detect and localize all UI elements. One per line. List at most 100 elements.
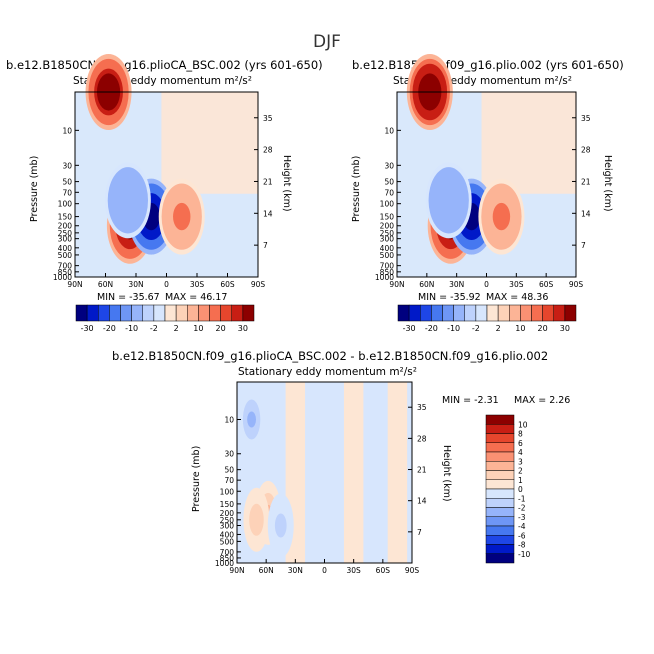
colorbar1-box bbox=[98, 304, 110, 322]
panel1-xtick-label: 0 bbox=[164, 280, 169, 289]
panel3-ytick-label: 1000 bbox=[215, 559, 234, 568]
panel3-ytick-label: 250 bbox=[220, 516, 235, 525]
panel2-xtick-label: 60N bbox=[419, 280, 434, 289]
panel2-ytick-label: 700 bbox=[380, 262, 395, 271]
panel2-ytick-label: 150 bbox=[380, 213, 395, 222]
colorbar1-box bbox=[198, 304, 210, 322]
colorbar3-label: -1 bbox=[518, 494, 526, 503]
colorbar3-label: 1 bbox=[518, 476, 523, 485]
colorbar2-label: -10 bbox=[447, 324, 460, 333]
colorbar3-label: 3 bbox=[518, 457, 523, 466]
panel2-ytick-label: 100 bbox=[380, 200, 395, 209]
panel3-ytick-label: 50 bbox=[224, 466, 234, 475]
colorbar3-box bbox=[485, 442, 515, 453]
panel2-rtick-label: 14 bbox=[581, 209, 591, 218]
panel1-xtick-label: 30S bbox=[190, 280, 205, 289]
panel1-plot bbox=[74, 54, 259, 278]
colorbar1-box bbox=[164, 304, 177, 322]
panel1-max: MAX = 46.17 bbox=[165, 292, 228, 303]
colorbar2-box bbox=[408, 304, 421, 322]
colorbar1-label: -20 bbox=[103, 324, 116, 333]
panel3-rtick-label: 21 bbox=[417, 466, 427, 475]
panel1-ytick-label: 50 bbox=[62, 178, 72, 187]
panel2-ytick-label: 500 bbox=[380, 251, 395, 260]
colorbar2-box bbox=[553, 304, 566, 322]
colorbar3-label: -6 bbox=[518, 531, 526, 540]
colorbar1-box bbox=[142, 304, 155, 322]
panel3-xtick-label: 60N bbox=[259, 566, 274, 575]
panel2-ytick-label: 250 bbox=[380, 229, 395, 238]
panel3-xtick-label: 30N bbox=[288, 566, 303, 575]
panel3-band-c bbox=[387, 382, 408, 563]
panel3-ytick-label: 700 bbox=[220, 548, 235, 557]
colorbar3-box bbox=[485, 535, 515, 545]
colorbar2-box bbox=[464, 304, 477, 322]
panel2-max: MAX = 48.36 bbox=[486, 292, 549, 303]
panel1-rtick-label: 35 bbox=[263, 114, 273, 123]
panel2-xtick-label: 0 bbox=[484, 280, 489, 289]
panel3-xtick-label: 0 bbox=[322, 566, 327, 575]
colorbar2-label: 30 bbox=[560, 324, 570, 333]
panel2-ytick-label: 10 bbox=[384, 126, 394, 135]
colorbar2-box bbox=[453, 304, 465, 322]
panel3-ytick-label: 200 bbox=[220, 509, 235, 518]
colorbar1-label: -10 bbox=[125, 324, 138, 333]
colorbar2-box bbox=[542, 304, 554, 322]
colorbar1-box bbox=[242, 304, 255, 322]
panel2-min: MIN = -35.92 bbox=[418, 292, 481, 303]
colorbar2-box bbox=[431, 304, 443, 322]
panel1-ytick-label: 250 bbox=[58, 229, 73, 238]
colorbar1-label: 30 bbox=[238, 324, 248, 333]
panel2-rtick-label: 28 bbox=[581, 146, 591, 155]
colorbar3-label: 0 bbox=[518, 485, 523, 494]
panel1-rtick-label: 14 bbox=[263, 209, 273, 218]
colorbar1-label: 2 bbox=[174, 324, 179, 333]
colorbar3-label: -3 bbox=[518, 513, 526, 522]
panel2-feature-3-contour-6 bbox=[495, 207, 508, 226]
colorbar2-label: 20 bbox=[538, 324, 548, 333]
colorbar1-label: -2 bbox=[150, 324, 158, 333]
colorbar3-label: -8 bbox=[518, 541, 526, 550]
colorbar3-label: 2 bbox=[518, 467, 523, 476]
panel1-ytick-label: 200 bbox=[58, 222, 73, 231]
panel1-ytick-label: 400 bbox=[58, 244, 73, 253]
panel3-xtick-label: 90S bbox=[405, 566, 420, 575]
panel3-max: MAX = 2.26 bbox=[514, 395, 571, 406]
panel3-rtick-label: 14 bbox=[417, 497, 427, 506]
panel3-ytick-label: 150 bbox=[220, 500, 235, 509]
colorbar2-box bbox=[486, 304, 499, 322]
panel1-ytick-label: 1000 bbox=[53, 273, 72, 282]
colorbar3-label: -10 bbox=[518, 550, 530, 559]
panel1-ytick-label: 700 bbox=[58, 262, 73, 271]
panel1-ytick-label: 500 bbox=[58, 251, 73, 260]
colorbar1-box bbox=[75, 304, 88, 322]
figure-title: DJF bbox=[313, 32, 341, 52]
colorbar2-box bbox=[420, 304, 432, 322]
panel1-rtick-label: 7 bbox=[263, 241, 268, 250]
panel3-feature-3-contour-6 bbox=[276, 517, 286, 534]
colorbar1-label: -30 bbox=[81, 324, 94, 333]
panel1-ytick-label: 100 bbox=[58, 200, 73, 209]
colorbar1-box bbox=[120, 304, 132, 322]
panel1-xtick-label: 90N bbox=[67, 280, 82, 289]
colorbar3-label: 8 bbox=[518, 430, 523, 439]
colorbar1-box bbox=[86, 304, 99, 322]
panel2-sh-band bbox=[481, 92, 576, 194]
colorbar2-box bbox=[475, 304, 488, 322]
panel2-ytick-label: 1000 bbox=[375, 273, 394, 282]
panel2-title: b.e12.B1850CN.f09_g16.plio.002 (yrs 601-… bbox=[352, 58, 624, 72]
panel3-band-b bbox=[343, 382, 364, 563]
colorbar3-box bbox=[485, 525, 515, 536]
colorbar3-box bbox=[485, 544, 515, 554]
colorbar2-label: -2 bbox=[472, 324, 480, 333]
panel2-xtick-label: 90N bbox=[389, 280, 404, 289]
panel1-rtick-label: 28 bbox=[263, 146, 273, 155]
panel3-title: b.e12.B1850CN.f09_g16.plioCA_BSC.002 - b… bbox=[112, 349, 549, 363]
panel2-rtick-label: 35 bbox=[581, 114, 591, 123]
panel1-feature-4-contour-6 bbox=[122, 191, 134, 210]
panel1-xtick-label: 60N bbox=[98, 280, 113, 289]
colorbar3-box bbox=[485, 479, 515, 490]
panel3-rtick-label: 28 bbox=[417, 434, 427, 443]
panel1-ytick-label: 150 bbox=[58, 213, 73, 222]
panel1-xtick-label: 30N bbox=[128, 280, 143, 289]
